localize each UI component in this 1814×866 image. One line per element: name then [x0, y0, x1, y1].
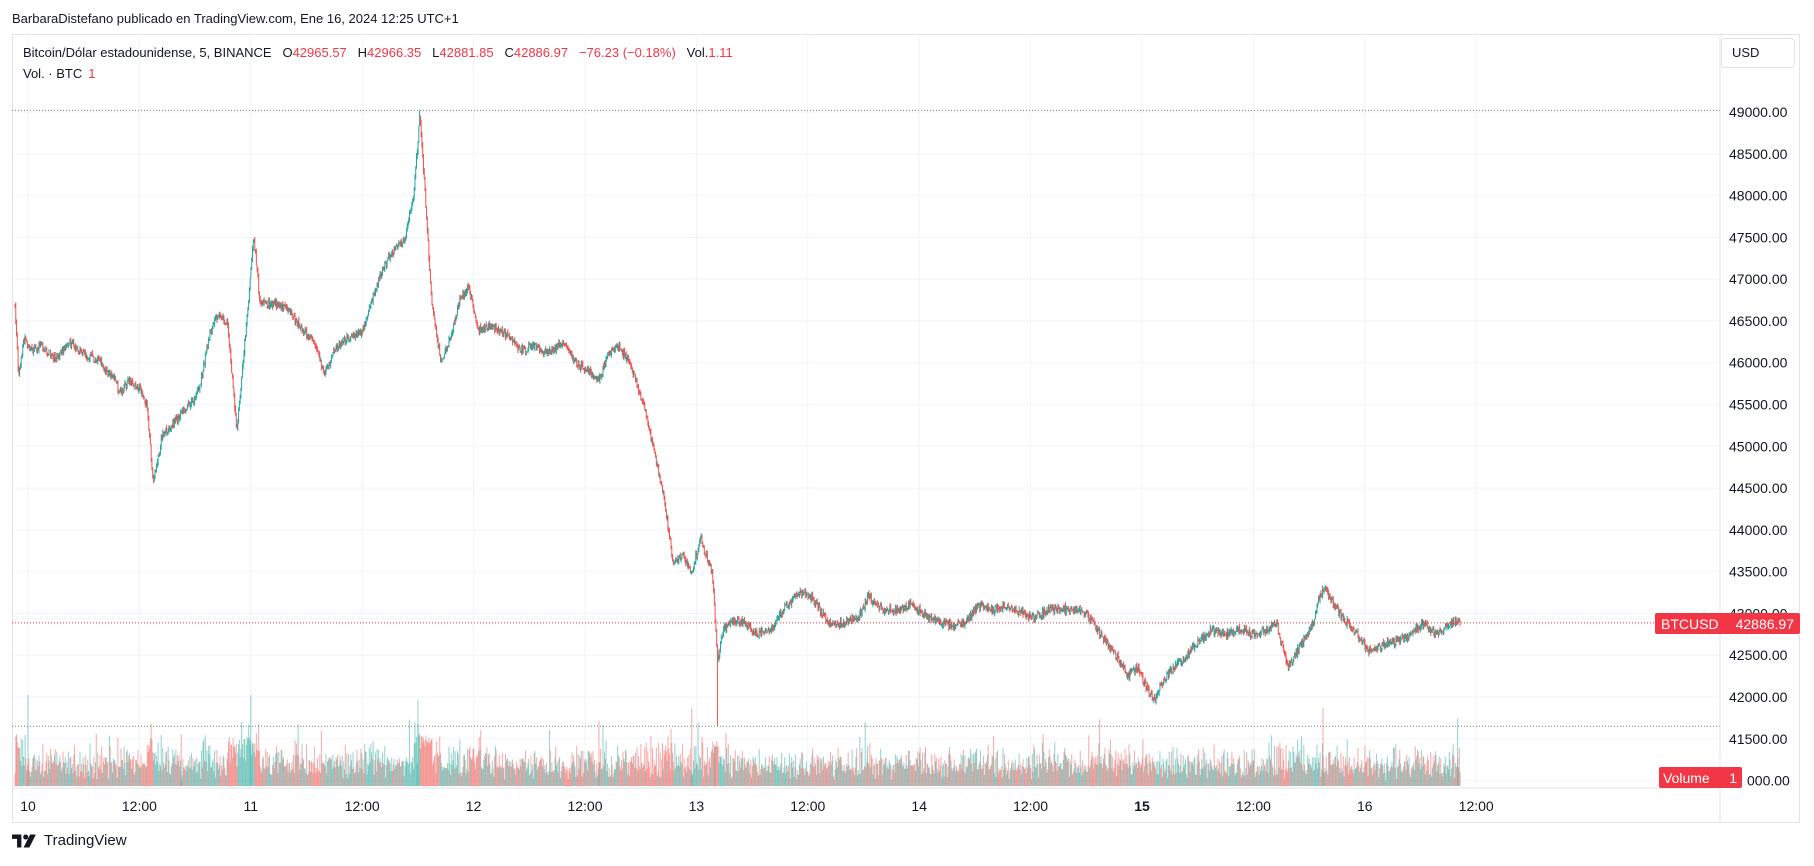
x-tick-label: 15 — [1134, 798, 1150, 814]
brand-name: TradingView — [44, 832, 127, 849]
y-tick-label: 46500.00 — [1729, 313, 1788, 329]
y-tick-label: 47500.00 — [1729, 229, 1788, 245]
x-tick-label: 12:00 — [345, 798, 380, 814]
y-tick-label: 42500.00 — [1729, 647, 1788, 663]
volume-badge-label: Volume — [1663, 770, 1710, 786]
badges: BTCUSD 42886.97 Volume 1 — [1655, 613, 1800, 788]
high-label: H — [357, 45, 368, 60]
x-tick-label: 14 — [911, 798, 927, 814]
price-badge-value: 42886.97 — [1736, 616, 1795, 632]
open-label: O — [282, 45, 293, 60]
price-badge — [1655, 613, 1800, 634]
x-tick-label: 10 — [20, 798, 36, 814]
price-badge-symbol: BTCUSD — [1661, 616, 1719, 632]
y-tick-label: 000.00 — [1747, 773, 1790, 789]
close-value: 42886.97 — [513, 45, 569, 60]
x-tick-label: 13 — [689, 798, 705, 814]
y-tick-label: 41500.00 — [1729, 731, 1788, 747]
y-tick-label: 45000.00 — [1729, 438, 1788, 454]
vol-value: 1.11 — [708, 45, 733, 60]
x-tick-label: 12:00 — [790, 798, 825, 814]
y-tick-label: 49000.00 — [1729, 104, 1788, 120]
symbol-label[interactable]: Bitcoin/Dólar estadounidense, 5, BINANCE — [23, 45, 272, 60]
volume-legend-value: 1 — [88, 66, 96, 81]
candles — [14, 110, 1461, 727]
x-tick-label: 16 — [1357, 798, 1373, 814]
y-tick-label: 44000.00 — [1729, 522, 1788, 538]
y-tick-label: 46000.00 — [1729, 355, 1788, 371]
y-tick-label: 47000.00 — [1729, 271, 1788, 287]
low-label: L — [432, 45, 440, 60]
y-tick-label: 48500.00 — [1729, 146, 1788, 162]
volume-legend[interactable]: Vol. · BTC 1 — [23, 66, 95, 81]
vol-label: Vol. — [686, 45, 709, 60]
x-tick-label: 12:00 — [1013, 798, 1048, 814]
change-value: −76.23 (−0.18%) — [578, 45, 676, 60]
time-axis: 10 12:00 11 12:00 12 12:00 13 12:00 14 12:00 15 12:… — [12, 34, 1721, 822]
y-tick-label: 42000.00 — [1729, 689, 1788, 705]
x-tick-label: 12:00 — [567, 798, 602, 814]
high-value: 42966.35 — [367, 45, 422, 60]
volume-legend-label: Vol. · BTC — [23, 66, 83, 81]
y-tick-label: 43500.00 — [1729, 564, 1788, 580]
volume-badge-value: 1 — [1729, 770, 1737, 786]
published-line: BarbaraDistefano publicado en TradingVie… — [12, 11, 459, 26]
y-tick-label: 45500.00 — [1729, 397, 1788, 413]
low-value: 42881.85 — [439, 45, 494, 60]
x-tick-label: 12:00 — [1459, 798, 1494, 814]
reference-lines — [12, 109, 1720, 727]
currency-button[interactable]: USD — [1721, 38, 1795, 68]
grid — [12, 34, 1720, 786]
y-tick-label: 48000.00 — [1729, 188, 1788, 204]
open-value: 42965.57 — [292, 45, 347, 60]
ohlc-legend: Bitcoin/Dólar estadounidense, 5, BINANCE… — [23, 45, 733, 60]
x-tick-label: 12 — [466, 798, 482, 814]
volume-badge — [1659, 767, 1742, 788]
tradingview-logo-icon — [12, 834, 36, 847]
price-axis: 42000.0042500.0043000.0043500.0044000.00… — [1729, 104, 1790, 789]
x-tick-label: 12:00 — [122, 798, 157, 814]
x-tick-label: 12:00 — [1236, 798, 1271, 814]
close-label: C — [504, 45, 514, 60]
volume-bars — [14, 695, 1461, 786]
chart-frame — [12, 34, 1800, 823]
tradingview-brand[interactable]: TradingView — [12, 832, 127, 849]
x-tick-label: 11 — [244, 798, 259, 814]
y-tick-label: 44500.00 — [1729, 480, 1788, 496]
